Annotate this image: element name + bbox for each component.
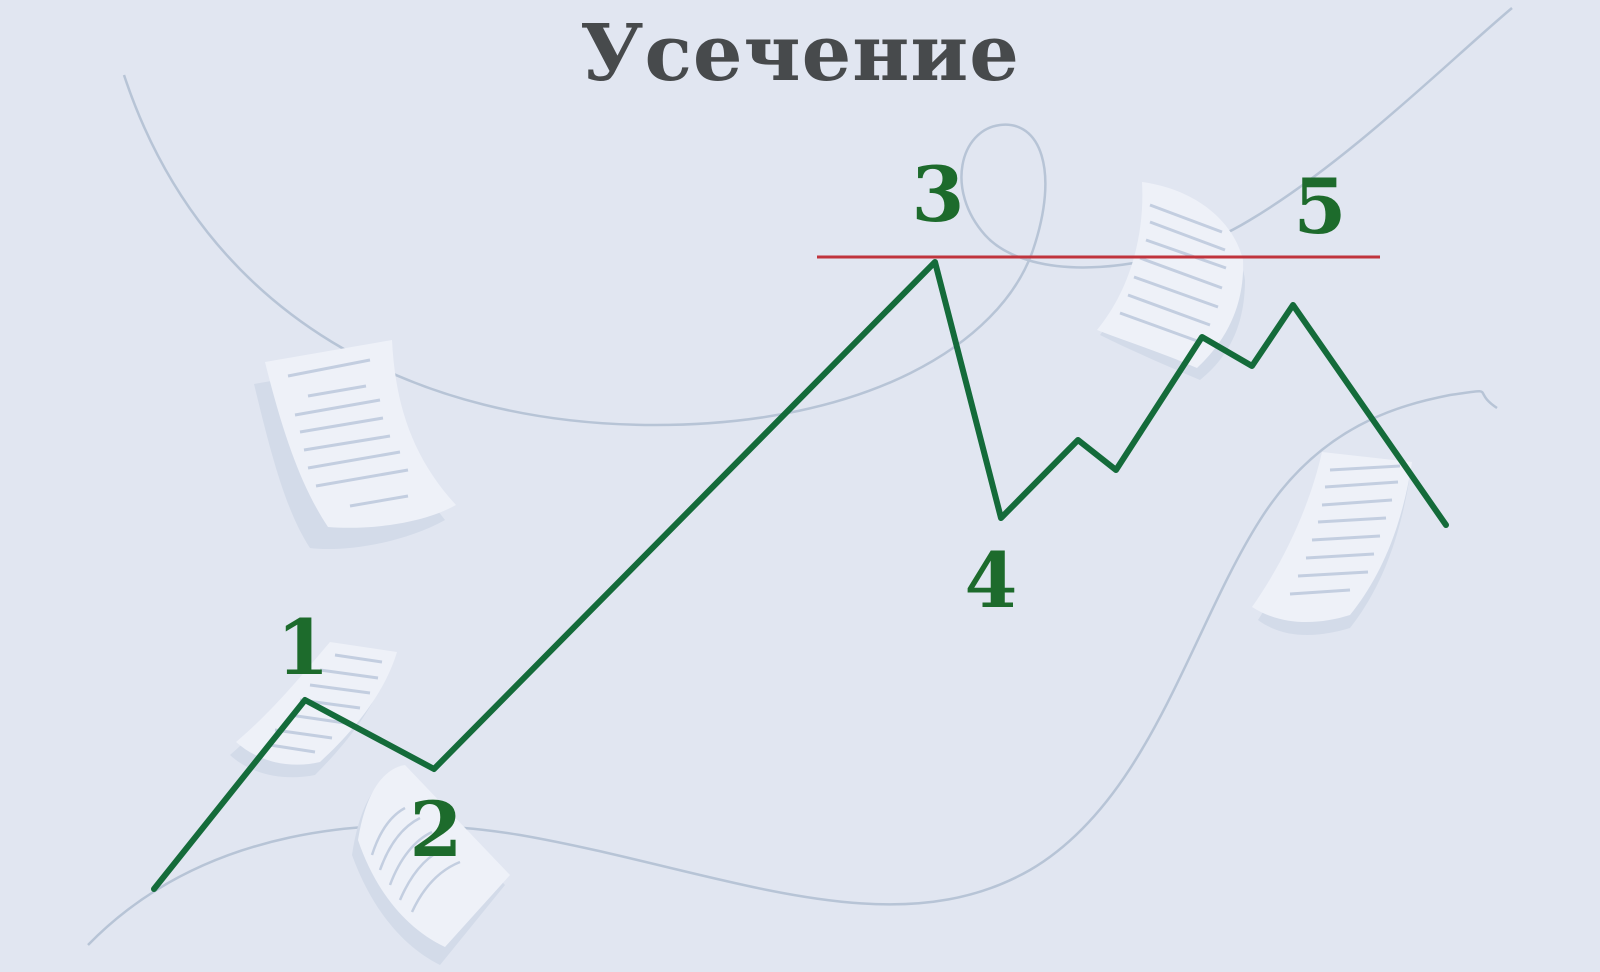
paper-decoration: [1252, 452, 1412, 635]
wave-label-2: 2: [410, 785, 463, 874]
paper-decoration: [254, 340, 456, 550]
decor-papers: [230, 182, 1412, 965]
wave-path: [151, 259, 1449, 892]
paper-decoration: [352, 765, 510, 965]
wave-label-3: 3: [912, 150, 965, 239]
paper-decoration: [1097, 182, 1245, 380]
wave-label-1: 1: [277, 603, 330, 692]
diagram-title: Усечение: [580, 8, 1020, 99]
wave-label-4: 4: [965, 536, 1018, 625]
decor-curve-arc: [122, 7, 1513, 427]
wave-label-5: 5: [1294, 162, 1347, 251]
